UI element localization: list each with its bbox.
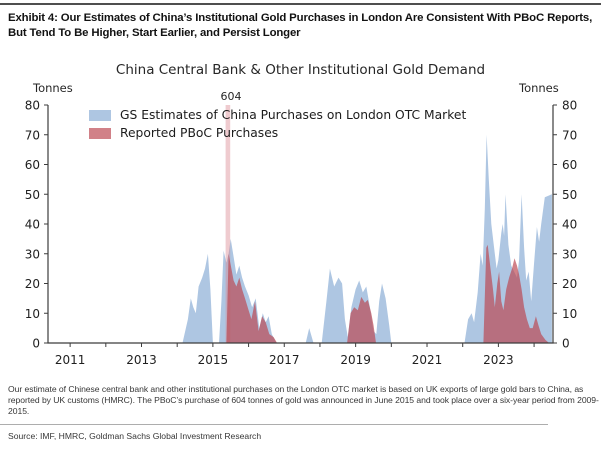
y-tick-label-left-50: 50 (25, 188, 40, 202)
y-tick-label-right-80: 80 (562, 99, 577, 113)
legend-label-gs-estimates: GS Estimates of China Purchases on Londo… (120, 108, 467, 122)
top-rule (0, 3, 601, 5)
area-pboc-purchases (226, 244, 550, 343)
x-tick-label-2019: 2019 (340, 353, 371, 367)
legend-item-gs-estimates: GS Estimates of China Purchases on Londo… (89, 106, 466, 124)
footnote-text: Our estimate of Chinese central bank and… (8, 384, 599, 417)
y-tick-label-left-40: 40 (25, 218, 40, 232)
y-tick-label-left-0: 0 (32, 337, 40, 351)
pboc-purchases-swatch-icon (89, 127, 111, 139)
exhibit-title: Exhibit 4: Our Estimates of China’s Inst… (8, 12, 593, 40)
y-tick-label-right-10: 10 (562, 307, 577, 321)
source-divider (0, 424, 548, 425)
y-tick-label-right-60: 60 (562, 158, 577, 172)
legend-item-pboc-purchases: Reported PBoC Purchases (89, 124, 466, 142)
y-tick-label-right-30: 30 (562, 247, 577, 261)
x-tick-label-2021: 2021 (412, 353, 443, 367)
legend: GS Estimates of China Purchases on Londo… (89, 106, 466, 142)
x-tick-label-2017: 2017 (269, 353, 300, 367)
legend-label-pboc-purchases: Reported PBoC Purchases (120, 126, 279, 140)
x-tick-label-2011: 2011 (55, 353, 86, 367)
left-axis-unit-label: Tonnes (33, 81, 73, 95)
bar-value-annotation: 604 (220, 90, 242, 103)
y-tick-label-left-20: 20 (25, 277, 40, 291)
y-tick-label-right-20: 20 (562, 277, 577, 291)
y-tick-label-left-10: 10 (25, 307, 40, 321)
y-tick-label-right-0: 0 (562, 337, 570, 351)
y-tick-label-left-80: 80 (25, 99, 40, 113)
x-tick-label-2023: 2023 (483, 353, 514, 367)
gs-estimates-swatch-icon (89, 109, 111, 121)
y-tick-label-left-70: 70 (25, 128, 40, 142)
area-gs-estimates (48, 134, 552, 343)
right-axis-unit-label: Tonnes (519, 81, 559, 95)
y-tick-label-left-30: 30 (25, 247, 40, 261)
y-tick-label-right-40: 40 (562, 218, 577, 232)
y-tick-label-right-50: 50 (562, 188, 577, 202)
chart-title: China Central Bank & Other Institutional… (115, 62, 486, 78)
source-text: Source: IMF, HMRC, Goldman Sachs Global … (8, 431, 262, 441)
y-tick-label-right-70: 70 (562, 128, 577, 142)
x-tick-label-2015: 2015 (198, 353, 229, 367)
x-tick-label-2013: 2013 (126, 353, 157, 367)
y-tick-label-left-60: 60 (25, 158, 40, 172)
